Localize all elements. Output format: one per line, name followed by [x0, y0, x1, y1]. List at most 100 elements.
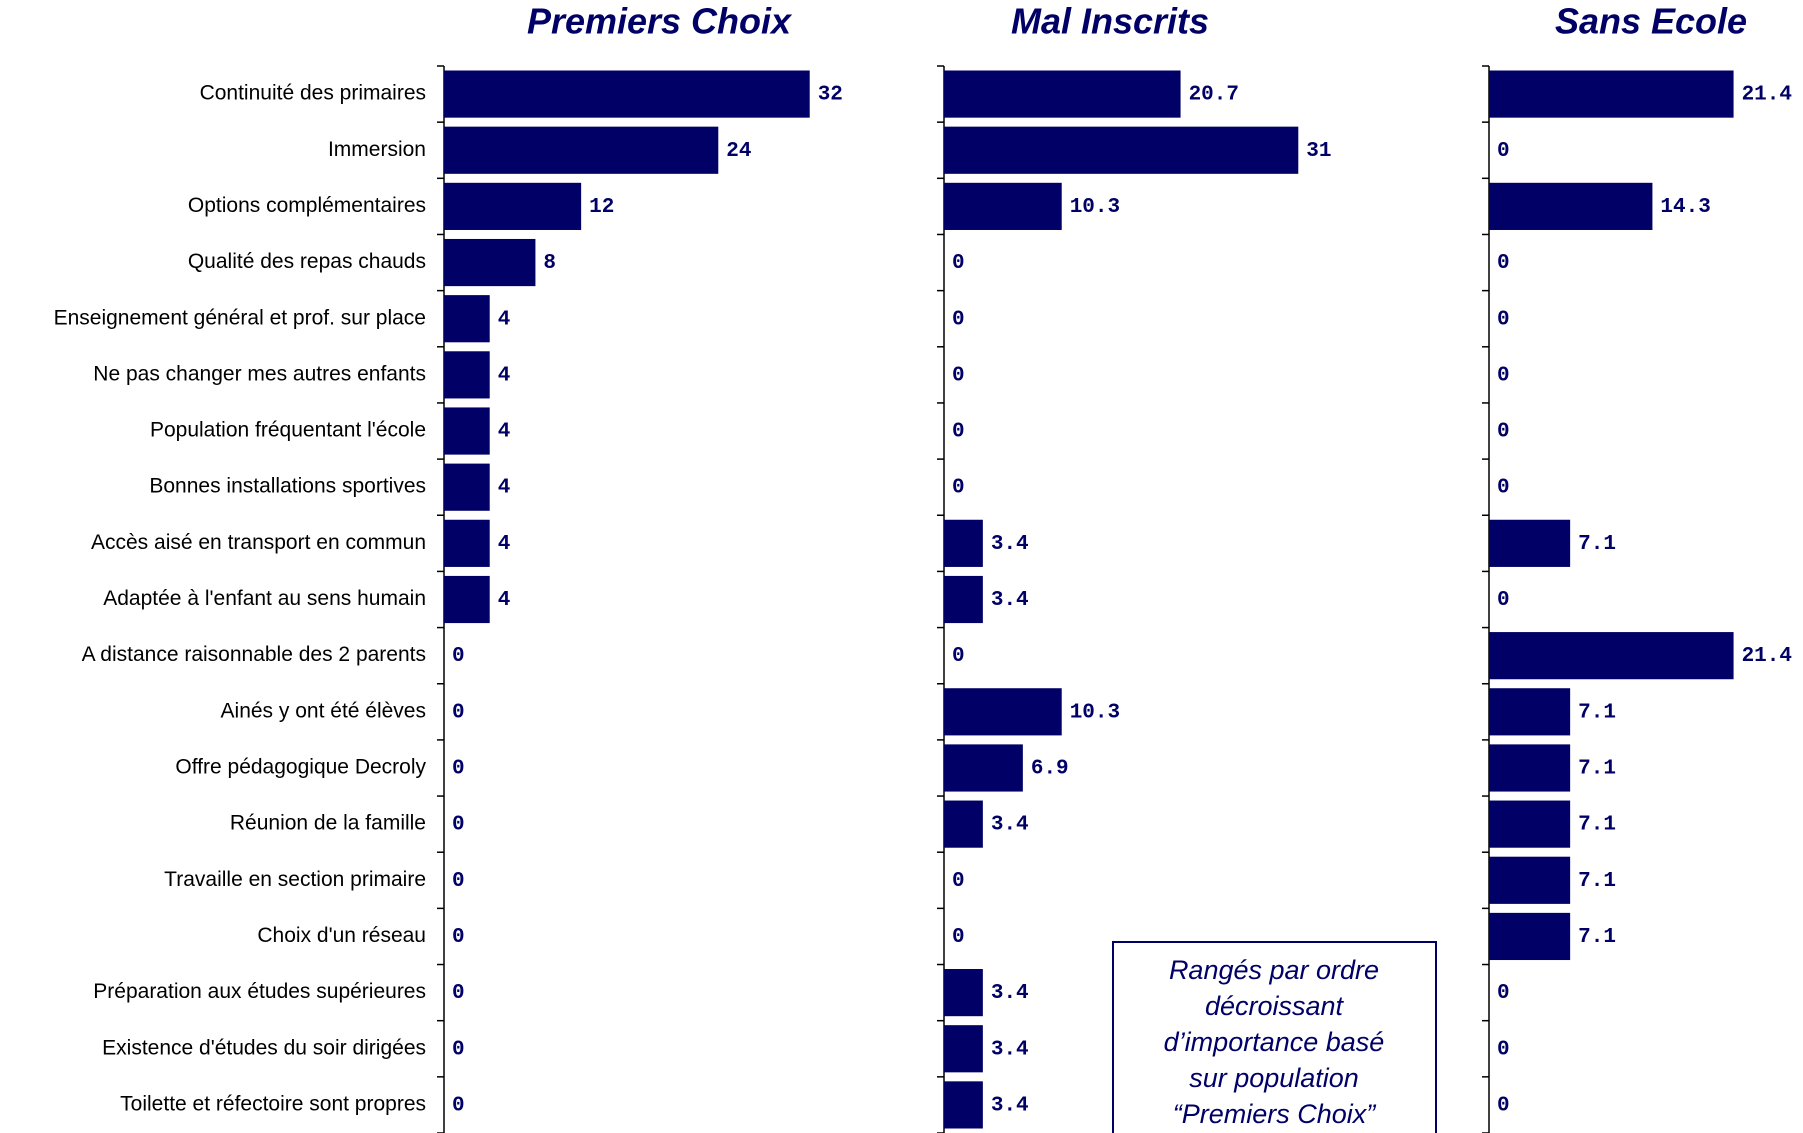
category-label: Toilette et réfectoire sont propres [120, 1092, 426, 1115]
bar [944, 1081, 983, 1129]
value-label: 0 [1497, 1094, 1510, 1117]
value-label: 4 [498, 477, 511, 500]
bar [1489, 519, 1571, 567]
value-label: 0 [452, 870, 465, 893]
bar [1489, 632, 1734, 680]
note-box [1112, 941, 1437, 1133]
bar [944, 182, 1062, 230]
category-label: Offre pédagogique Decroly [175, 756, 426, 779]
chart-title: Mal Inscrits [1011, 1, 1209, 42]
category-label: Qualité des repas chauds [188, 250, 426, 273]
value-label: 24 [726, 140, 751, 163]
category-label: A distance raisonnable des 2 parents [82, 643, 426, 666]
bar [944, 70, 1181, 118]
bar [444, 126, 719, 174]
bar [444, 295, 490, 343]
bar [444, 351, 490, 399]
chart-title: Premiers Choix [527, 1, 793, 42]
bar [944, 969, 983, 1017]
value-label: 0 [452, 982, 465, 1005]
note-text: Rangés par ordre [1169, 955, 1379, 985]
value-label: 0 [1497, 589, 1510, 612]
bar [1489, 744, 1571, 792]
note-text: sur population [1189, 1063, 1359, 1093]
value-label: 7.1 [1578, 758, 1616, 781]
value-label: 3.4 [991, 1038, 1029, 1061]
bar [444, 463, 490, 511]
bar [944, 575, 983, 624]
value-label: 7.1 [1578, 870, 1616, 893]
value-label: 0 [452, 814, 465, 837]
value-label: 0 [1497, 140, 1510, 163]
value-label: 0 [452, 1038, 465, 1061]
category-label: Travaille en section primaire [164, 868, 426, 891]
value-label: 0 [952, 870, 965, 893]
value-label: 4 [498, 533, 511, 556]
bar [944, 126, 1299, 174]
bar [944, 800, 983, 848]
value-label: 7.1 [1578, 814, 1616, 837]
category-label: Options complémentaires [188, 194, 426, 217]
value-label: 20.7 [1189, 84, 1239, 107]
value-label: 7.1 [1578, 701, 1616, 724]
value-label: 4 [498, 589, 511, 612]
value-label: 8 [543, 252, 556, 275]
category-label: Choix d'un réseau [257, 924, 426, 947]
bar [944, 688, 1062, 736]
value-label: 0 [952, 364, 965, 387]
value-label: 0 [952, 645, 965, 668]
bar [1489, 912, 1571, 961]
category-label: Ainés y ont été élèves [221, 699, 426, 722]
bar [1489, 182, 1653, 230]
bar [944, 744, 1023, 792]
value-label: 3.4 [991, 533, 1029, 556]
value-label: 7.1 [1578, 533, 1616, 556]
value-label: 21.4 [1742, 645, 1792, 668]
category-label: Accès aisé en transport en commun [91, 531, 426, 554]
value-label: 0 [1497, 421, 1510, 444]
value-label: 6.9 [1031, 758, 1069, 781]
value-label: 21.4 [1742, 84, 1792, 107]
value-label: 3.4 [991, 982, 1029, 1005]
value-label: 0 [1497, 252, 1510, 275]
value-label: 0 [452, 758, 465, 781]
value-label: 10.3 [1070, 701, 1120, 724]
category-label: Préparation aux études supérieures [93, 980, 426, 1003]
category-label: Bonnes installations sportives [149, 475, 426, 498]
note-text: “Premiers Choix” [1173, 1099, 1377, 1129]
value-label: 14.3 [1660, 196, 1710, 219]
value-label: 12 [589, 196, 614, 219]
bar [1489, 800, 1571, 848]
value-label: 7.1 [1578, 926, 1616, 949]
value-label: 4 [498, 421, 511, 444]
value-label: 0 [1497, 1038, 1510, 1061]
bar [444, 70, 810, 118]
chart-title: Sans Ecole [1555, 1, 1747, 42]
value-label: 0 [452, 1094, 465, 1117]
category-label: Continuité des primaires [200, 82, 426, 105]
value-label: 0 [452, 701, 465, 724]
value-label: 0 [1497, 477, 1510, 500]
value-label: 0 [952, 308, 965, 331]
value-label: 31 [1306, 140, 1331, 163]
value-label: 0 [1497, 982, 1510, 1005]
bar [1489, 688, 1571, 736]
value-label: 3.4 [991, 589, 1029, 612]
bar [444, 407, 490, 455]
category-label: Immersion [328, 138, 426, 161]
bar [444, 238, 536, 287]
bar [444, 575, 490, 624]
value-label: 0 [952, 421, 965, 444]
bar [944, 1025, 983, 1073]
bar [944, 519, 983, 567]
category-label: Réunion de la famille [230, 812, 426, 835]
value-label: 0 [452, 926, 465, 949]
category-label: Ne pas changer mes autres enfants [93, 362, 426, 385]
value-label: 4 [498, 308, 511, 331]
category-label: Existence d'études du soir dirigées [102, 1036, 426, 1059]
value-label: 0 [452, 645, 465, 668]
value-label: 4 [498, 364, 511, 387]
bar [444, 519, 490, 567]
bar [444, 182, 582, 230]
bar [1489, 70, 1734, 118]
